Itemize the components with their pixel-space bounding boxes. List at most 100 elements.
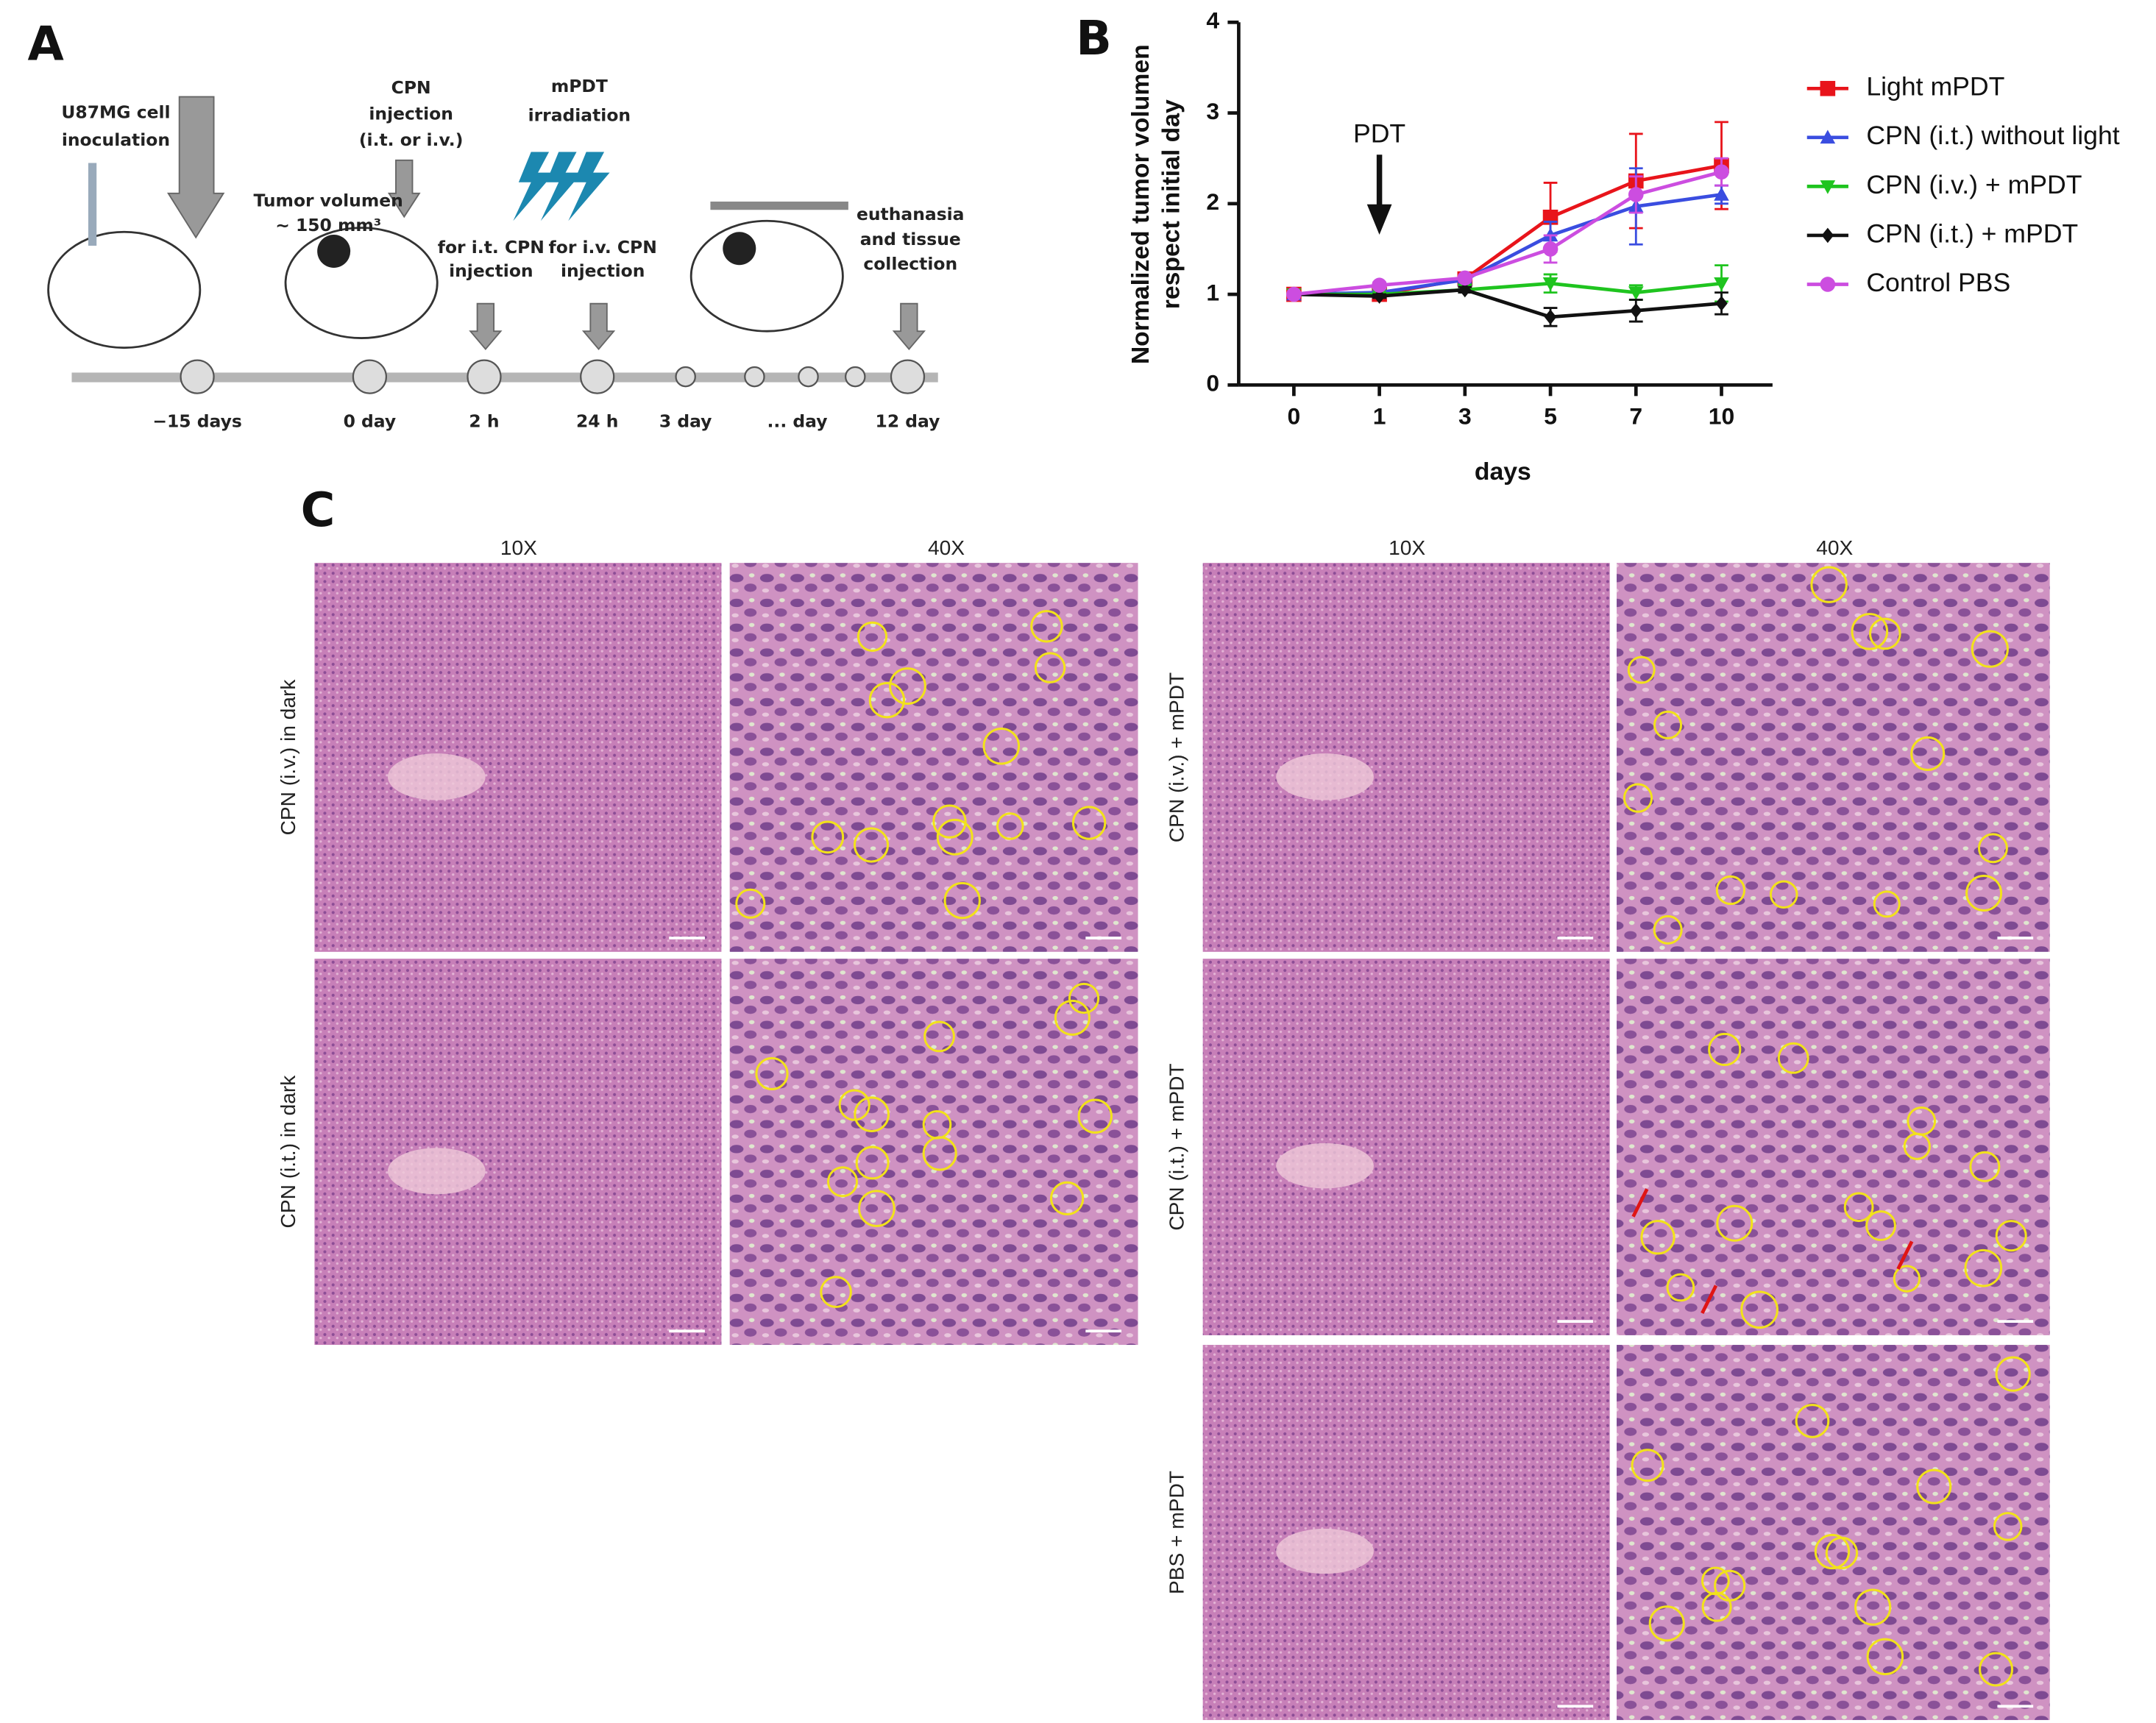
lightning	[513, 152, 555, 221]
tissue-feature	[1276, 1528, 1374, 1574]
tissue-feature	[1276, 753, 1374, 800]
y-tick-label: 4	[1206, 7, 1219, 34]
highlight-circle	[1893, 1265, 1921, 1293]
highlight-circle	[827, 1166, 859, 1198]
tissue-feature	[387, 1148, 486, 1195]
highlight-circle	[857, 621, 888, 652]
highlight-circle	[811, 820, 845, 854]
timeline-point	[580, 359, 615, 394]
timeline-label: 3 day	[659, 411, 712, 431]
highlight-circle	[1640, 1220, 1675, 1255]
timeline-label: ... day	[767, 411, 828, 431]
arrow	[167, 96, 225, 239]
marker	[1821, 227, 1834, 244]
timeline-point	[798, 366, 819, 388]
arrow	[387, 159, 421, 219]
y-tick-label: 0	[1206, 370, 1219, 397]
mouse	[689, 219, 844, 333]
highlight-circle	[1916, 1468, 1952, 1504]
timeline-point	[845, 366, 866, 388]
highlight-circle	[755, 1056, 789, 1091]
annotation-arrowhead	[1366, 204, 1392, 235]
highlight-circle	[1869, 617, 1901, 650]
marker	[1714, 187, 1729, 201]
highlight-circle	[1969, 1151, 2001, 1182]
red-arrow	[1896, 1240, 1914, 1270]
annotation: mPDT	[551, 76, 608, 96]
annotation: and tissue	[860, 229, 961, 249]
annotation: injection	[369, 103, 453, 124]
highlight-circle	[820, 1276, 852, 1308]
annotation: for i.v. CPN	[549, 237, 657, 257]
panel-label: C	[301, 483, 336, 538]
tissue-feature	[1276, 1143, 1374, 1189]
annotation: for i.t. CPN	[438, 237, 545, 257]
micrograph	[729, 563, 1138, 952]
red-arrow	[1631, 1188, 1649, 1218]
chart: 0 1 2 3 4 0 1 3 5 7 10 days Normalized tumor volumen…	[1127, 7, 2120, 486]
micrograph	[1202, 1345, 1610, 1720]
highlight-circle	[982, 728, 1021, 765]
annotation: ~ 150 mm³	[275, 215, 381, 235]
marker	[1715, 296, 1728, 311]
highlight-circle	[1071, 806, 1107, 840]
series-line	[1294, 170, 1723, 296]
timeline-label: 2 h	[469, 411, 499, 431]
marker	[1714, 164, 1729, 180]
highlight-circle	[1851, 613, 1889, 650]
micrograph	[1617, 959, 2050, 1335]
highlight-circle	[1627, 656, 1656, 684]
marker	[1286, 286, 1302, 302]
row-label: CPN (i.t.) + mPDT	[1165, 1063, 1188, 1230]
highlight-circle	[868, 682, 906, 719]
annotation: irradiation	[528, 104, 631, 125]
highlight-circle	[1777, 1042, 1809, 1074]
annotation: U87MG cell	[61, 102, 170, 123]
micrograph	[314, 563, 722, 952]
y-axis-title: respect initial day	[1157, 99, 1185, 309]
tumor	[317, 234, 351, 268]
timeline-diagram	[47, 96, 938, 383]
marker	[1630, 302, 1642, 319]
highlight-circle	[932, 804, 967, 839]
marker	[1820, 129, 1836, 144]
marker	[1542, 277, 1559, 291]
annotation: inoculation	[62, 129, 170, 150]
legend-label: Light mPDT	[1866, 72, 2004, 102]
column-header: 10X	[1389, 536, 1425, 559]
panel-label: A	[27, 18, 63, 72]
timeline-label: 24 h	[576, 411, 618, 431]
highlight-circle	[1971, 630, 2009, 668]
highlight-circle	[858, 1190, 896, 1227]
micrograph	[314, 959, 722, 1346]
highlight-circle	[1995, 1220, 2027, 1252]
row-label: PBS + mPDT	[1165, 1471, 1188, 1594]
highlight-circle	[1814, 1533, 1851, 1570]
row-label: CPN (i.v.) + mPDT	[1165, 672, 1188, 842]
highlight-circle	[1740, 1290, 1779, 1329]
y-tick-label: 3	[1206, 98, 1219, 124]
x-tick-label: 1	[1373, 403, 1386, 430]
legend-label: CPN (i.t.) without light	[1866, 121, 2119, 150]
marker	[1628, 187, 1644, 202]
marker	[1714, 277, 1729, 291]
x-tick-label: 3	[1458, 403, 1472, 430]
red-arrow	[1701, 1285, 1718, 1314]
marker	[1458, 282, 1472, 298]
highlight-circle	[1825, 1536, 1859, 1570]
micrograph	[729, 959, 1138, 1346]
tissue-feature	[387, 753, 486, 800]
column-header: 40X	[928, 536, 965, 559]
y-tick-label: 1	[1206, 279, 1219, 305]
timeline-label: 12 day	[876, 411, 940, 431]
highlight-circle	[889, 667, 926, 705]
marker	[1544, 309, 1557, 325]
highlight-circle	[1030, 610, 1063, 643]
legend-label: Control PBS	[1866, 268, 2010, 297]
highlight-circle	[1666, 1273, 1695, 1302]
highlight-circle	[1648, 1605, 1685, 1642]
series-line	[1294, 163, 1722, 296]
highlight-circle	[1977, 833, 2008, 864]
histology-panel: 10X 40X 10X 40X CPN (i.v.) in dark CPN (i.t.)…	[277, 536, 2050, 1720]
x-axis-title: days	[1475, 458, 1531, 486]
